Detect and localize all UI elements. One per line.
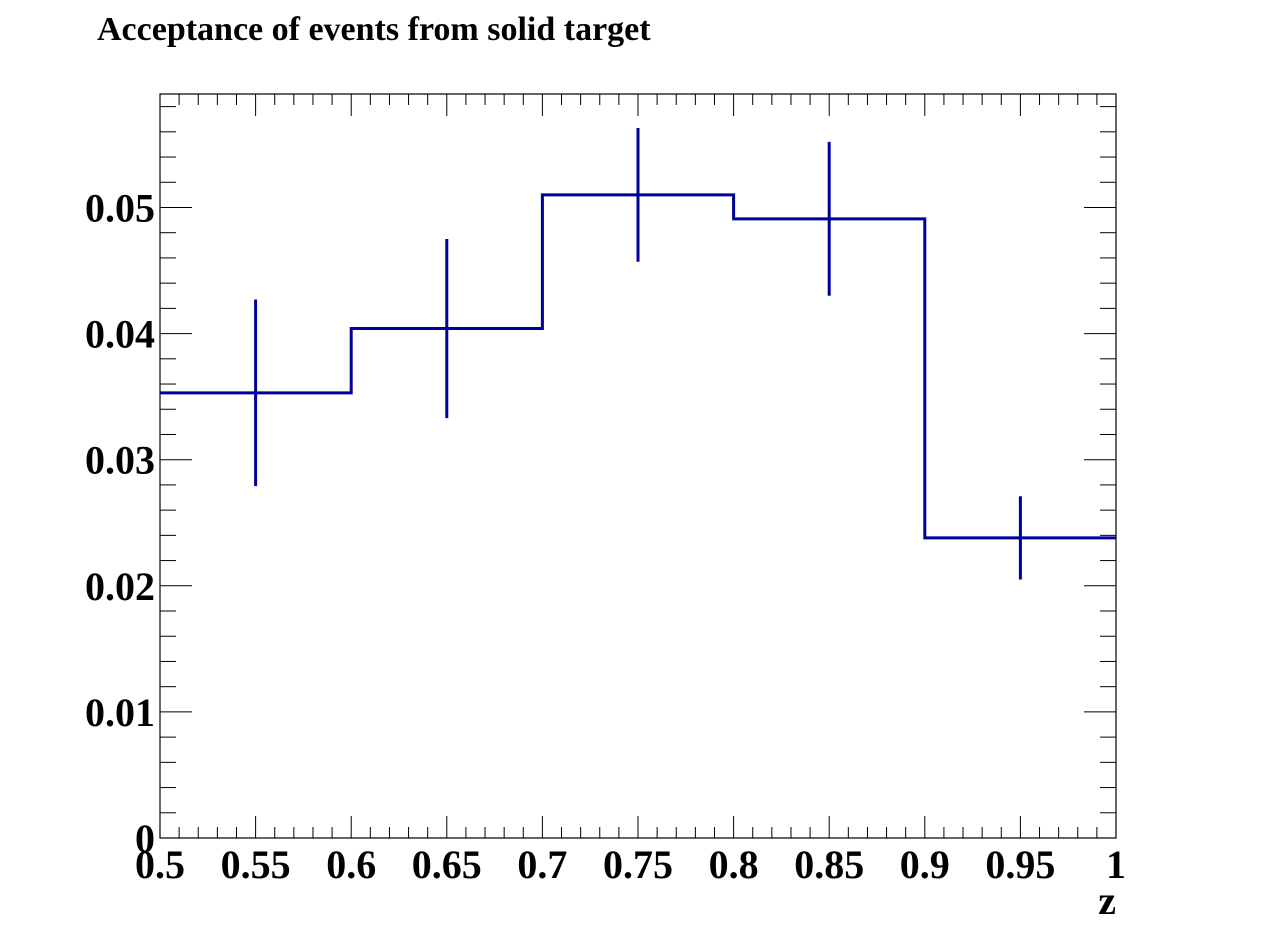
x-tick-label: 1 [1106,842,1126,887]
x-tick-label: 0.9 [900,842,950,887]
x-tick-label: 0.65 [412,842,482,887]
y-tick-label: 0 [135,816,155,861]
x-tick-label: 0.7 [517,842,567,887]
histogram-series [160,128,1116,580]
y-tick-label: 0.02 [85,564,155,609]
x-tick-label: 0.6 [326,842,376,887]
x-tick-label: 0.55 [221,842,291,887]
chart-title: Acceptance of events from solid target [97,11,651,48]
x-tick-label: 0.95 [985,842,1055,887]
x-axis-title: z [1098,878,1116,923]
y-tick-label: 0.04 [85,312,155,357]
y-axis-tick-labels: 0 0.01 0.02 0.03 0.04 0.05 [85,185,155,861]
x-tick-label: 0.8 [709,842,759,887]
x-tick-label: 0.85 [794,842,864,887]
y-axis-ticks [160,106,1116,839]
x-axis-ticks [159,94,1117,838]
x-tick-label: 0.5 [135,842,185,887]
y-tick-label: 0.05 [85,185,155,230]
x-tick-label: 0.75 [603,842,673,887]
y-tick-label: 0.01 [85,690,155,735]
x-axis-tick-labels: 0.5 0.55 0.6 0.65 0.7 0.75 0.8 0.85 0.9 0.95 1 [135,842,1126,887]
y-tick-label: 0.03 [85,438,155,483]
